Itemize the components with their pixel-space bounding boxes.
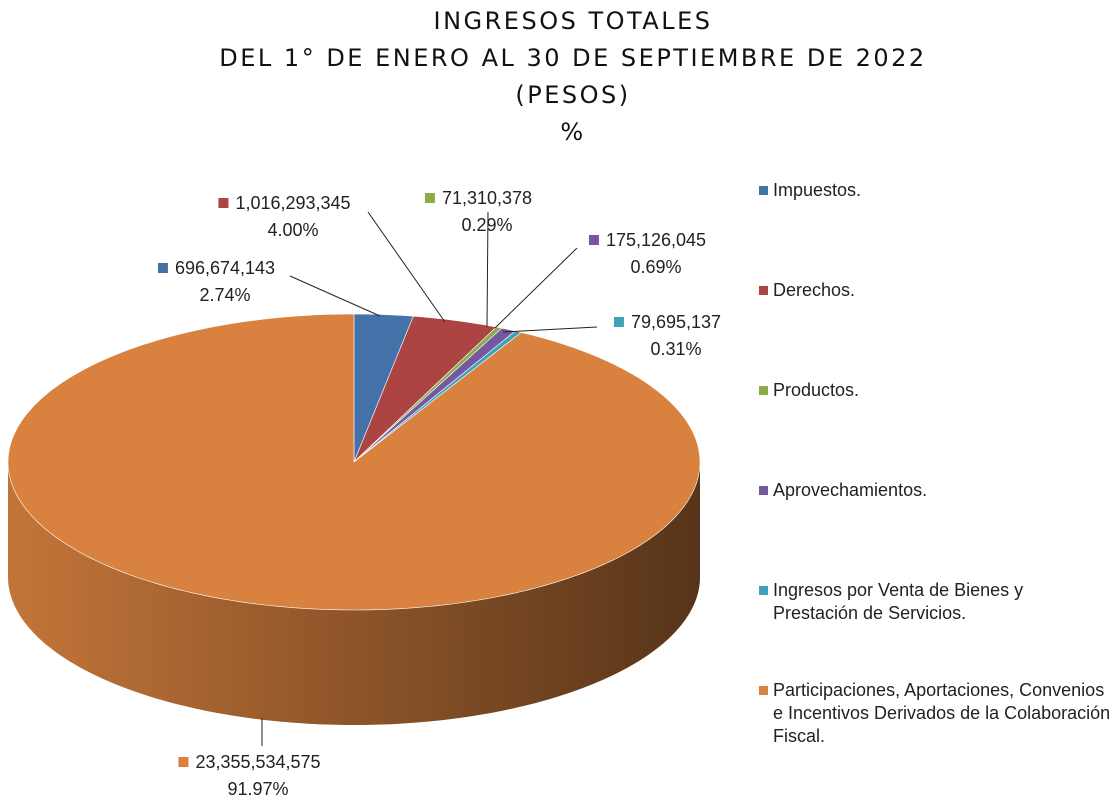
legend-swatch (759, 586, 768, 595)
legend-label: Ingresos por Venta de Bienes y Prestació… (773, 580, 1024, 623)
legend-item: Aprovechamientos. (755, 479, 1113, 502)
chart-title: INGRESOS TOTALES (434, 7, 713, 35)
label-marker (588, 235, 599, 245)
data-label-percent: 4.00% (267, 220, 318, 240)
data-label: 175,126,045 (606, 230, 706, 250)
data-label: 1,016,293,345 (235, 193, 350, 213)
label-marker (613, 317, 624, 327)
data-label-percent: 2.74% (199, 285, 250, 305)
legend-swatch (759, 286, 768, 295)
legend-item: Participaciones, Aportaciones, Convenios… (755, 679, 1113, 748)
leader-line (494, 247, 578, 329)
legend-label: Derechos. (773, 280, 856, 300)
label-marker (157, 263, 168, 273)
leader-line (367, 211, 446, 323)
legend-label: Participaciones, Aportaciones, Convenios… (773, 680, 1111, 746)
chart-title: DEL 1° DE ENERO AL 30 DE SEPTIEMBRE DE 2… (219, 44, 926, 72)
label-marker (424, 193, 435, 203)
leader-line (289, 275, 381, 317)
legend-label: Productos. (773, 380, 860, 400)
pie-side-shade (8, 462, 700, 725)
legend-swatch (759, 486, 768, 495)
data-label-percent: 0.29% (461, 215, 512, 235)
leader-line (502, 326, 598, 333)
label-marker (178, 757, 189, 767)
leader-line (486, 211, 489, 328)
data-label: 71,310,378 (442, 188, 532, 208)
data-label: 696,674,143 (175, 258, 275, 278)
legend-swatch (759, 386, 768, 395)
label-marker (218, 198, 229, 208)
legend-item: Derechos. (755, 279, 1113, 302)
legend-item: Ingresos por Venta de Bienes y Prestació… (755, 579, 1113, 625)
legend-swatch (759, 686, 768, 695)
legend-label: Aprovechamientos. (773, 480, 928, 500)
data-label-percent: 0.31% (650, 339, 701, 359)
pie-slice (353, 315, 497, 463)
chart-title: % (560, 118, 585, 146)
pie-slice (7, 313, 701, 611)
legend-swatch (759, 186, 768, 195)
data-label-percent: 0.69% (630, 257, 681, 277)
data-label: 79,695,137 (631, 312, 721, 332)
chart-title: (PESOS) (515, 81, 630, 109)
data-label: 23,355,534,575 (195, 752, 320, 772)
data-label-percent: 91.97% (227, 779, 288, 799)
legend-item: Productos. (755, 379, 1113, 402)
legend-label: Impuestos. (773, 180, 862, 200)
legend-item: Impuestos. (755, 179, 1113, 202)
